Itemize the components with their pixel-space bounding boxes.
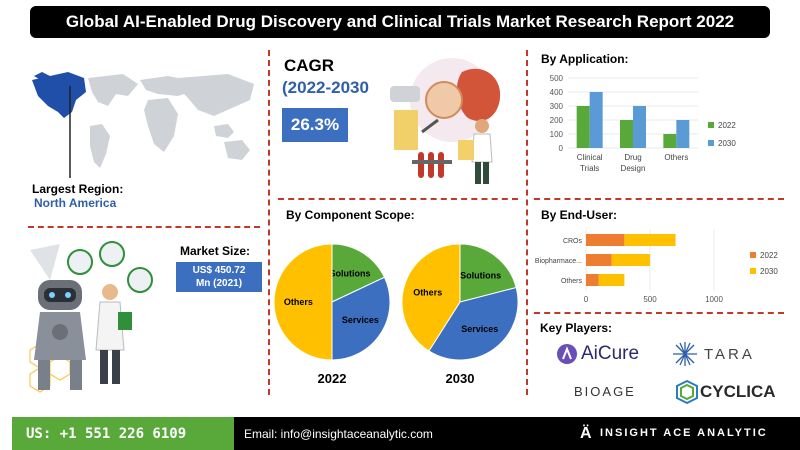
bar-2030 <box>676 120 690 148</box>
pie-year-label: 2022 <box>318 371 347 386</box>
pie-slice-services <box>331 276 391 361</box>
bar-2022 <box>586 274 599 286</box>
application-bar-chart: 0 100 200 300 400 500 Clinical Trials Drug Design… <box>550 74 737 173</box>
bar-2030 <box>598 274 625 286</box>
footer-bar: Email: info@insightaceanalytic.com Ä INS… <box>234 417 800 450</box>
pie-label-services: Services <box>461 324 498 334</box>
report-title: Global AI-Enabled Drug Discovery and Cli… <box>30 6 770 38</box>
legend-label-2022: 2022 <box>718 121 736 130</box>
x-tick-label: Drug <box>624 153 641 162</box>
legend-label-2030: 2030 <box>760 267 778 276</box>
enduser-bar-chart: 0 500 1000 CROs Biopharmace... Others 2022 2030 <box>535 230 778 304</box>
cyclica-name: CYCLICA <box>700 382 776 401</box>
y-tick-label: 300 <box>550 102 564 111</box>
pie-label-services: Services <box>342 315 379 325</box>
bioage-name: BIOAGE <box>574 384 636 399</box>
robot-scientist-illustration <box>29 241 153 393</box>
market-size-label: Market Size: <box>180 244 251 258</box>
pie-slice-others <box>273 243 333 361</box>
bar-2030 <box>589 92 603 148</box>
pie-label-others: Others <box>284 297 313 307</box>
pie-slice-solutions <box>331 243 386 303</box>
world-map <box>32 72 254 178</box>
region-value: North America <box>34 196 117 210</box>
legend-swatch-2030 <box>750 268 756 274</box>
y-tick-label: CROs <box>563 238 583 245</box>
cagr-title: CAGR <box>284 56 335 75</box>
legend-swatch-2022 <box>750 252 756 258</box>
pie-year-label: 2030 <box>446 371 475 386</box>
bar-2022 <box>620 120 633 148</box>
x-tick-label: Others <box>664 153 688 162</box>
x-tick-label: 0 <box>584 295 589 304</box>
logo-cyclica: CYCLICA <box>676 378 786 406</box>
market-size-box: US$ 450.72 Mn (2021) <box>176 262 262 292</box>
bar-2022 <box>663 134 677 148</box>
aicure-name: AiCure <box>581 343 640 364</box>
component-pie-charts: Solutions Services Others 2022 Solutions Serv… <box>273 243 519 386</box>
footer-phone[interactable]: US: +1 551 226 6109 <box>12 417 234 450</box>
bar-2022 <box>576 106 590 148</box>
cagr-value: 26.3% <box>282 108 348 142</box>
y-tick-label: Biopharmace... <box>535 258 582 265</box>
market-size-year: Mn (2021) <box>195 278 243 289</box>
divider-application <box>534 198 784 200</box>
x-tick-label: Clinical <box>577 153 603 162</box>
y-tick-label: 0 <box>559 144 564 153</box>
market-size-value: US$ 450.72 <box>192 265 246 276</box>
lab-illustration <box>390 58 501 184</box>
bar-2030 <box>624 234 676 246</box>
y-tick-label: Others <box>561 278 583 285</box>
x-tick-label: 1000 <box>705 295 723 304</box>
y-tick-label: 400 <box>550 88 564 97</box>
y-tick-label: 500 <box>550 74 564 83</box>
divider-right <box>526 50 528 395</box>
legend-label-2022: 2022 <box>760 251 778 260</box>
cyclica-logo-icon <box>676 380 698 404</box>
pie-slice-solutions <box>459 243 517 303</box>
bar-2030 <box>611 254 650 266</box>
divider-enduser <box>534 312 784 314</box>
divider-left <box>268 50 270 395</box>
pie-slice-others <box>401 243 461 352</box>
logo-tara: TARA <box>672 340 782 368</box>
pie-label-solutions: Solutions <box>460 270 501 280</box>
legend-swatch-2022 <box>708 122 714 128</box>
pie-slice-services <box>428 286 519 361</box>
component-title: By Component Scope: <box>286 208 415 222</box>
tara-logo-icon <box>673 342 697 366</box>
x-tick-label: Trials <box>580 164 599 173</box>
x-tick-label: Design <box>621 164 646 173</box>
bar-2022 <box>586 234 625 246</box>
legend-label-2030: 2030 <box>718 139 736 148</box>
region-label: Largest Region: <box>32 182 124 196</box>
bar-2022 <box>586 254 612 266</box>
aicure-logo-icon <box>557 344 577 364</box>
legend-swatch-2030 <box>708 140 714 146</box>
application-title: By Application: <box>541 52 629 66</box>
bar-2030 <box>633 106 646 148</box>
divider-region <box>28 226 260 228</box>
footer-email[interactable]: Email: info@insightaceanalytic.com <box>244 426 433 441</box>
enduser-title: By End-User: <box>541 208 618 222</box>
key-players-title: Key Players: <box>540 321 613 335</box>
cagr-period: (2022-2030 <box>282 78 369 97</box>
x-tick-label: 500 <box>643 295 657 304</box>
tara-name: TARA <box>704 345 755 363</box>
pie-label-solutions: Solutions <box>330 269 371 279</box>
pie-label-others: Others <box>413 288 442 298</box>
logo-aicure: AiCure <box>556 340 656 368</box>
footer-brand: INSIGHT ACE ANALYTIC <box>600 427 768 439</box>
y-tick-label: 100 <box>550 130 564 139</box>
divider-cagr <box>278 198 518 200</box>
brand-logo-icon: Ä <box>580 425 592 442</box>
y-tick-label: 200 <box>550 116 564 125</box>
